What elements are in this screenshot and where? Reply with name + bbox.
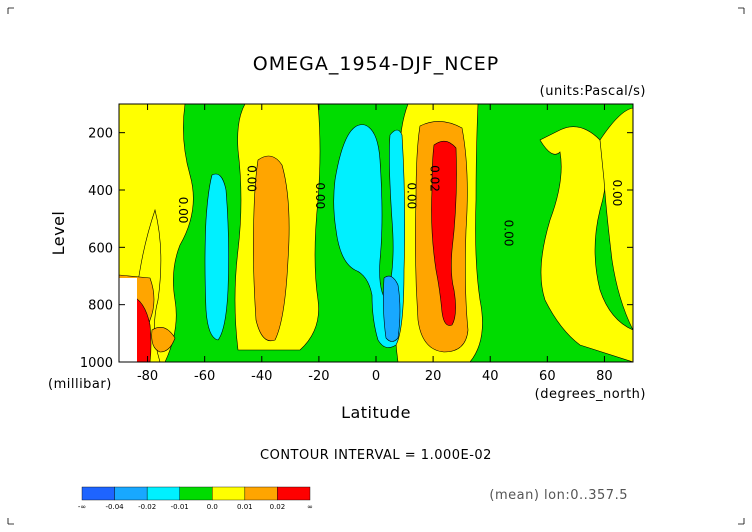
x-tick-label: 20	[425, 369, 442, 384]
colorbar-swatch	[179, 486, 213, 501]
x-tick-label: 60	[539, 369, 556, 384]
contour-orange-south-cell	[151, 327, 176, 353]
y-axis-units: (millibar)	[48, 377, 112, 392]
contour-label: 0.00	[404, 182, 418, 209]
x-axis: -80 -60 -40 -20 0 20 40 60 80	[137, 104, 613, 384]
contour-label: 0.02	[427, 165, 441, 192]
colorbar-label: ∞	[307, 503, 313, 511]
x-tick-label: 40	[482, 369, 499, 384]
chart-title: OMEGA_1954-DJF_NCEP	[253, 53, 499, 75]
colorbar-swatch	[277, 486, 311, 501]
colorbar-swatch	[146, 486, 180, 501]
x-tick-label: -20	[308, 369, 329, 384]
contour-label: 0.00	[610, 180, 624, 207]
colorbar-label: -0.04	[106, 503, 125, 511]
x-tick-label: -80	[137, 369, 158, 384]
colorbar-swatch	[81, 486, 115, 501]
colorbar-label: -0.01	[171, 503, 189, 511]
contour-label: 0.00	[313, 182, 327, 209]
x-tick-label: 0	[372, 369, 380, 384]
y-tick-label: 1000	[80, 356, 113, 371]
contour-red-nh	[431, 140, 457, 326]
colorbar-label: -∞	[78, 503, 86, 511]
contour-blue-equator	[383, 275, 401, 342]
x-tick-label: -40	[251, 369, 272, 384]
contour-cyan-south	[204, 173, 229, 341]
y-tick-label: 800	[88, 299, 113, 314]
y-axis-label: Level	[49, 211, 68, 256]
contour-interval-text: CONTOUR INTERVAL = 1.000E-02	[260, 448, 492, 463]
missing-data-patch	[119, 278, 137, 362]
y-axis: 200 400 600 800 1000	[80, 127, 633, 371]
mean-lon-text: (mean) lon:0..357.5	[489, 488, 628, 503]
x-axis-units: (degrees_north)	[535, 387, 646, 402]
plot-area	[119, 104, 633, 362]
y-tick-label: 600	[88, 241, 113, 256]
contour-label: 0.00	[176, 197, 190, 224]
colorbar-swatch	[212, 486, 246, 501]
colorbar-swatch	[244, 486, 278, 501]
colorbar-swatch	[114, 486, 148, 501]
y-tick-label: 400	[88, 184, 113, 199]
contour-yellow-nh-pole	[599, 107, 633, 331]
colorbar-label: 0.0	[207, 503, 218, 511]
page-corner-marks	[7, 7, 745, 525]
contour-label-group: 0.00 0.00 0.00 0.00 0.02 0.00 0.00	[176, 165, 624, 246]
y-tick-label: 200	[88, 127, 113, 142]
contour-orange-south	[253, 155, 290, 342]
x-axis-label: Latitude	[341, 403, 411, 422]
colorbar-label: 0.01	[237, 503, 253, 511]
colorbar: -∞ -0.04 -0.02 -0.01 0.0 0.01 0.02 ∞	[78, 486, 313, 511]
contour-label: 0.00	[245, 165, 259, 192]
units-label: (units:Pascal/s)	[540, 84, 646, 99]
colorbar-label: 0.02	[270, 503, 286, 511]
contour-label: 0.00	[502, 220, 516, 247]
contour-cyan-equator	[333, 124, 405, 348]
colorbar-label: -0.02	[138, 503, 156, 511]
x-tick-label: -60	[194, 369, 215, 384]
x-tick-label: 80	[596, 369, 613, 384]
